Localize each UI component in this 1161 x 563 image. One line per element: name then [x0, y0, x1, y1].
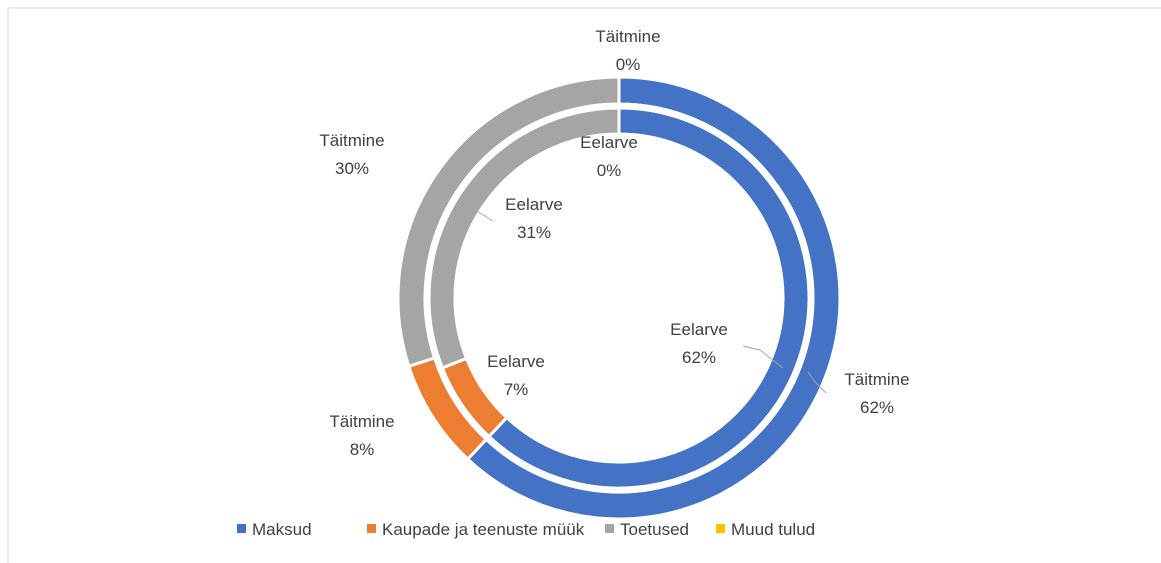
data-label-value: 30%: [335, 159, 369, 178]
doughnut-segment: [486, 106, 811, 490]
data-label-value: 62%: [682, 348, 716, 367]
data-label-series: Eelarve: [505, 195, 563, 214]
data-label-series: Täitmine: [329, 412, 394, 431]
legend-label: Muud tulud: [731, 520, 815, 539]
data-label-series: Eelarve: [580, 133, 638, 152]
data-label-series: Täitmine: [844, 370, 909, 389]
data-label: Eelarve 0%: [580, 133, 638, 180]
data-label: Eelarve 7%: [487, 352, 545, 399]
legend-swatch: [237, 524, 246, 533]
data-label: Täitmine 8%: [329, 412, 394, 459]
data-label-value: 7%: [504, 380, 529, 399]
data-label: Eelarve 31%: [505, 195, 563, 242]
data-label-value: 31%: [517, 223, 551, 242]
data-label: Täitmine 0%: [595, 27, 660, 74]
data-label-series: Täitmine: [595, 27, 660, 46]
data-label: Täitmine 30%: [319, 131, 384, 178]
legend-swatch: [605, 524, 614, 533]
leader-line: [807, 371, 827, 394]
legend-label: Maksud: [252, 520, 312, 539]
data-label: Täitmine 62%: [844, 370, 909, 417]
data-label-value: 0%: [597, 161, 622, 180]
data-label-series: Eelarve: [487, 352, 545, 371]
legend-swatch: [367, 524, 376, 533]
legend-label: Toetused: [620, 520, 689, 539]
leader-line: [466, 204, 494, 222]
data-label-value: 62%: [860, 398, 894, 417]
data-label-series: Eelarve: [670, 320, 728, 339]
data-label: Eelarve 62%: [670, 320, 728, 367]
legend-swatch: [716, 524, 725, 533]
data-label-value: 0%: [616, 55, 641, 74]
leader-line: [742, 345, 784, 369]
data-label-value: 8%: [350, 440, 375, 459]
legend-label: Kaupade ja teenuste müük: [382, 520, 585, 539]
data-label-series: Täitmine: [319, 131, 384, 150]
